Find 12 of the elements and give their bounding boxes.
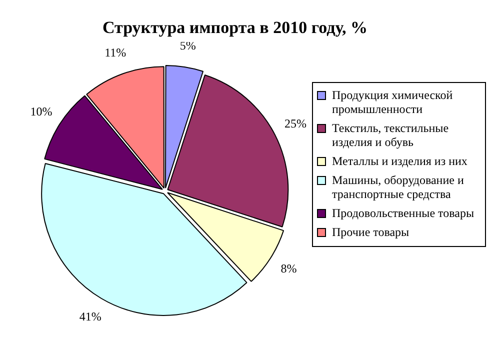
chart-title: Структура импорта в 2010 году, % <box>101 18 369 38</box>
data-label: 10% <box>30 104 52 119</box>
data-label: 8% <box>280 262 297 276</box>
legend-label: Машины, оборудование и транспортные средства <box>332 173 465 201</box>
data-label: 41% <box>79 309 102 324</box>
legend-label: Продовольственные товары <box>332 206 474 220</box>
data-label: 25% <box>284 116 307 131</box>
legend-label: Продукция химической промышленности <box>332 88 454 116</box>
legend-label: Прочие товары <box>332 225 410 239</box>
legend-label: Текстиль, текстильные изделия и обувь <box>332 121 450 149</box>
data-label: 11% <box>104 45 126 60</box>
legend-label: Металлы и изделия из них <box>332 154 468 168</box>
